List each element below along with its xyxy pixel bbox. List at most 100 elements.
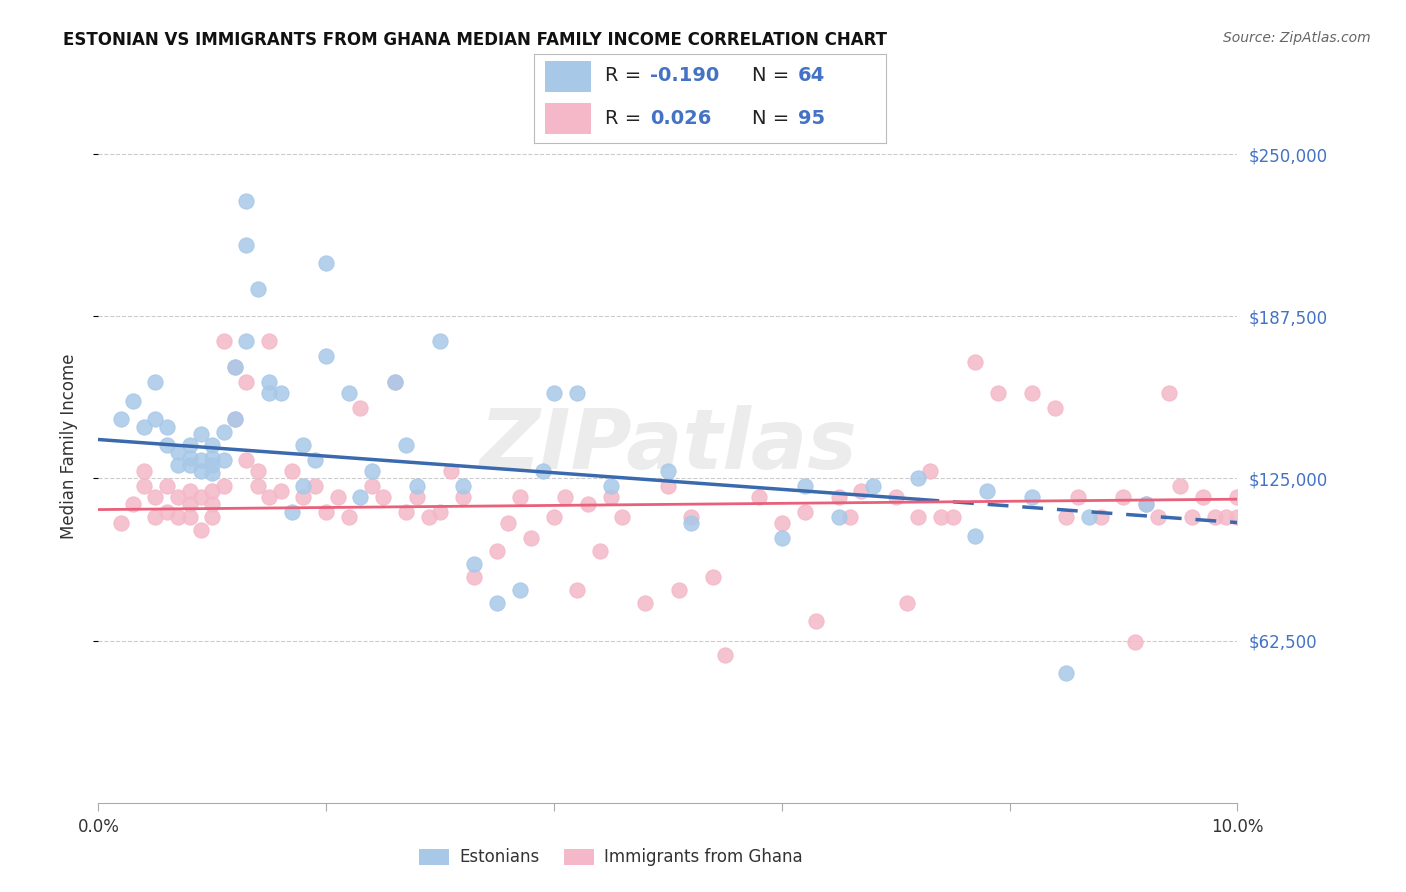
Point [190, 524, 212, 538]
Point [714, 648, 737, 662]
Point [565, 582, 588, 597]
Point [121, 497, 143, 511]
Point [1181, 510, 1204, 524]
Point [1021, 490, 1043, 504]
Point [167, 490, 190, 504]
Point [612, 510, 634, 524]
Point [156, 438, 179, 452]
Point [406, 490, 429, 504]
Point [110, 516, 132, 530]
Point [326, 490, 349, 504]
Point [304, 479, 326, 493]
Point [1204, 510, 1226, 524]
Point [828, 510, 851, 524]
Point [224, 411, 246, 425]
Point [565, 385, 588, 400]
Text: N =: N = [752, 109, 796, 128]
Point [110, 411, 132, 425]
Point [965, 354, 987, 368]
Point [315, 350, 337, 364]
Point [1090, 510, 1112, 524]
Point [1226, 510, 1249, 524]
Point [121, 393, 143, 408]
Point [235, 238, 257, 252]
Point [1135, 497, 1157, 511]
Point [259, 385, 281, 400]
Point [498, 516, 520, 530]
Point [918, 464, 941, 478]
Point [486, 544, 509, 558]
Point [976, 484, 998, 499]
Point [292, 490, 315, 504]
Point [839, 510, 862, 524]
Point [600, 490, 623, 504]
Point [1056, 666, 1078, 681]
Point [246, 479, 269, 493]
Point [793, 479, 815, 493]
Point [748, 490, 770, 504]
Point [543, 385, 565, 400]
Point [190, 490, 212, 504]
Text: 95: 95 [799, 109, 825, 128]
Point [156, 419, 179, 434]
Point [179, 438, 201, 452]
Point [907, 510, 929, 524]
Point [281, 464, 304, 478]
Point [201, 458, 224, 473]
Point [337, 385, 360, 400]
Point [384, 376, 406, 390]
Point [862, 479, 884, 493]
Point [360, 479, 382, 493]
Y-axis label: Median Family Income: Median Family Income [59, 353, 77, 539]
Point [1135, 497, 1157, 511]
Point [1078, 510, 1101, 524]
Point [1123, 635, 1146, 649]
FancyBboxPatch shape [544, 61, 591, 92]
Point [588, 544, 610, 558]
Point [179, 510, 201, 524]
Point [486, 596, 509, 610]
Point [145, 411, 167, 425]
Point [793, 505, 815, 519]
Point [179, 450, 201, 465]
Point [145, 510, 167, 524]
Point [554, 490, 576, 504]
Point [907, 471, 929, 485]
Point [224, 411, 246, 425]
Point [600, 479, 623, 493]
Point [167, 458, 190, 473]
Point [463, 570, 485, 584]
Point [929, 510, 952, 524]
Point [520, 531, 543, 545]
Point [679, 516, 702, 530]
Point [884, 490, 907, 504]
Point [190, 453, 212, 467]
Point [987, 385, 1010, 400]
Point [259, 376, 281, 390]
Point [235, 194, 257, 208]
Point [770, 531, 793, 545]
Point [145, 376, 167, 390]
Text: Source: ZipAtlas.com: Source: ZipAtlas.com [1223, 31, 1371, 45]
Point [1226, 490, 1249, 504]
Point [156, 505, 179, 519]
Point [1170, 479, 1192, 493]
Point [292, 479, 315, 493]
Point [167, 510, 190, 524]
Point [235, 334, 257, 348]
Text: N =: N = [752, 66, 796, 86]
Point [463, 557, 485, 571]
Point [212, 334, 235, 348]
Point [828, 490, 851, 504]
Point [281, 505, 304, 519]
Point [201, 497, 224, 511]
Point [224, 359, 246, 374]
Point [531, 464, 554, 478]
Point [201, 484, 224, 499]
Point [132, 479, 155, 493]
Point [1215, 510, 1237, 524]
Point [942, 510, 965, 524]
Point [1112, 490, 1135, 504]
Point [156, 479, 179, 493]
Point [270, 484, 292, 499]
